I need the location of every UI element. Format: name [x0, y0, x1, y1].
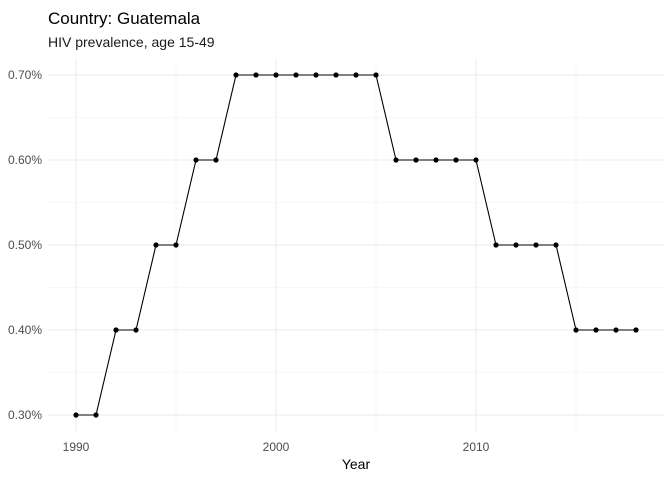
data-point — [213, 157, 219, 163]
x-axis-title: Year — [342, 456, 371, 472]
data-point — [493, 242, 499, 248]
y-tick-label: 0.60% — [8, 153, 42, 167]
y-tick-label: 0.30% — [8, 408, 42, 422]
data-point — [113, 327, 119, 333]
data-point — [373, 72, 379, 78]
data-point — [273, 72, 279, 78]
data-point — [353, 72, 359, 78]
data-point — [413, 157, 419, 163]
chart-subtitle: HIV prevalence, age 15-49 — [48, 34, 215, 50]
y-tick-label: 0.50% — [8, 238, 42, 252]
data-point — [633, 327, 639, 333]
data-point — [93, 412, 99, 418]
data-point — [393, 157, 399, 163]
data-point — [333, 72, 339, 78]
data-point — [553, 242, 559, 248]
x-tick-label: 2000 — [263, 440, 290, 454]
data-point — [73, 412, 79, 418]
data-point — [133, 327, 139, 333]
x-tick-label: 1990 — [63, 440, 90, 454]
y-tick-label: 0.70% — [8, 68, 42, 82]
data-point — [293, 72, 299, 78]
y-axis: 0.30% 0.40% 0.50% 0.60% 0.70% — [8, 68, 42, 422]
data-point — [453, 157, 459, 163]
data-point — [313, 72, 319, 78]
data-point — [513, 242, 519, 248]
data-point — [193, 157, 199, 163]
data-point — [433, 157, 439, 163]
data-point — [533, 242, 539, 248]
series-layer — [73, 72, 639, 418]
data-point — [253, 72, 259, 78]
data-point — [173, 242, 179, 248]
data-point — [153, 242, 159, 248]
y-tick-label: 0.40% — [8, 323, 42, 337]
chart-title: Country: Guatemala — [48, 9, 201, 28]
data-point — [613, 327, 619, 333]
x-tick-label: 2010 — [463, 440, 490, 454]
data-point — [573, 327, 579, 333]
x-axis: 1990 2000 2010 — [63, 440, 490, 454]
data-point — [233, 72, 239, 78]
data-point — [593, 327, 599, 333]
data-point — [473, 157, 479, 163]
grid-layer — [48, 58, 664, 432]
